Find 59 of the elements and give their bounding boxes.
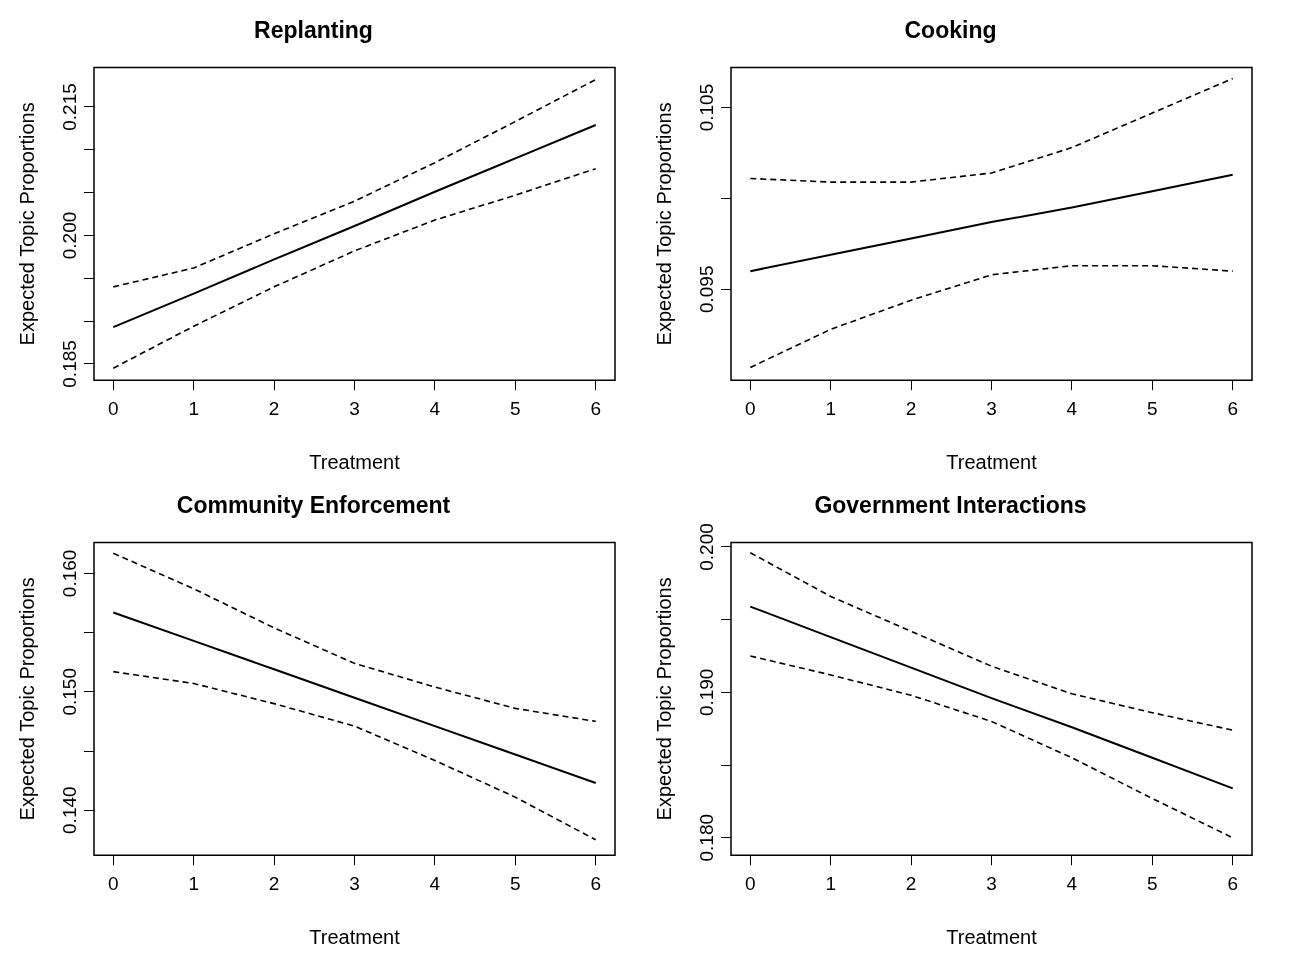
y-axis-title: Expected Topic Proportions — [15, 102, 38, 346]
x-tick-label: 0 — [108, 872, 119, 894]
line-series — [749, 77, 1234, 183]
y-tick-label: 0.140 — [58, 786, 80, 834]
y-tick-label: 0.200 — [695, 523, 717, 571]
y-tick-label: 0.150 — [58, 668, 80, 716]
x-tick-label: 6 — [1227, 872, 1238, 894]
x-tick-label: 4 — [429, 872, 441, 894]
chart-title: Government Interactions — [814, 492, 1087, 519]
x-tick-label: 5 — [1147, 872, 1158, 894]
x-tick-label: 0 — [108, 397, 119, 419]
y-tick-label: 0.190 — [695, 668, 717, 717]
x-tick-label: 2 — [905, 397, 917, 419]
y-tick-label: 0.215 — [58, 83, 80, 131]
y-tick-label: 0.185 — [58, 340, 80, 388]
x-tick-label: 6 — [590, 397, 601, 419]
x-axis-title: Treatment — [946, 450, 1038, 473]
x-tick-label: 4 — [1066, 872, 1078, 894]
line-series — [112, 78, 597, 288]
x-tick-label: 4 — [429, 397, 441, 419]
x-tick-label: 2 — [268, 397, 280, 419]
x-tick-label: 1 — [188, 397, 199, 419]
x-tick-label: 2 — [905, 872, 917, 894]
y-tick-label: 0.095 — [695, 265, 717, 314]
line-series — [112, 670, 597, 841]
x-tick-label: 1 — [825, 397, 836, 419]
x-tick-label: 2 — [268, 872, 280, 894]
x-tick-label: 6 — [1227, 397, 1238, 419]
x-tick-label: 5 — [1147, 397, 1158, 419]
line-series — [749, 551, 1234, 731]
x-tick-label: 6 — [590, 872, 601, 894]
y-axis-title: Expected Topic Proportions — [15, 577, 38, 821]
x-tick-label: 3 — [349, 397, 360, 419]
x-tick-label: 0 — [745, 397, 756, 419]
x-tick-label: 5 — [510, 872, 521, 894]
x-tick-label: 5 — [510, 397, 521, 419]
line-series — [112, 552, 597, 723]
x-tick-label: 3 — [986, 397, 997, 419]
y-axis-title: Expected Topic Proportions — [652, 102, 675, 346]
y-axis-title: Expected Topic Proportions — [652, 577, 675, 821]
x-tick-label: 0 — [745, 872, 756, 894]
line-series — [112, 167, 597, 370]
x-tick-label: 1 — [188, 872, 199, 894]
x-axis-title: Treatment — [309, 925, 401, 948]
line-series — [749, 264, 1234, 369]
x-tick-label: 3 — [349, 872, 360, 894]
y-tick-label: 0.105 — [695, 83, 717, 132]
x-axis-title: Treatment — [309, 450, 401, 473]
chart-title: Cooking — [904, 17, 997, 44]
chart-title: Community Enforcement — [176, 492, 451, 519]
x-axis-title: Treatment — [946, 925, 1038, 948]
y-tick-label: 0.180 — [695, 813, 717, 862]
chart-title: Replanting — [254, 17, 373, 44]
x-tick-label: 1 — [825, 872, 836, 894]
y-tick-label: 0.200 — [58, 211, 80, 260]
y-tick-label: 0.160 — [58, 549, 80, 598]
x-tick-label: 3 — [986, 872, 997, 894]
x-tick-label: 4 — [1066, 397, 1078, 419]
line-series — [749, 655, 1234, 839]
